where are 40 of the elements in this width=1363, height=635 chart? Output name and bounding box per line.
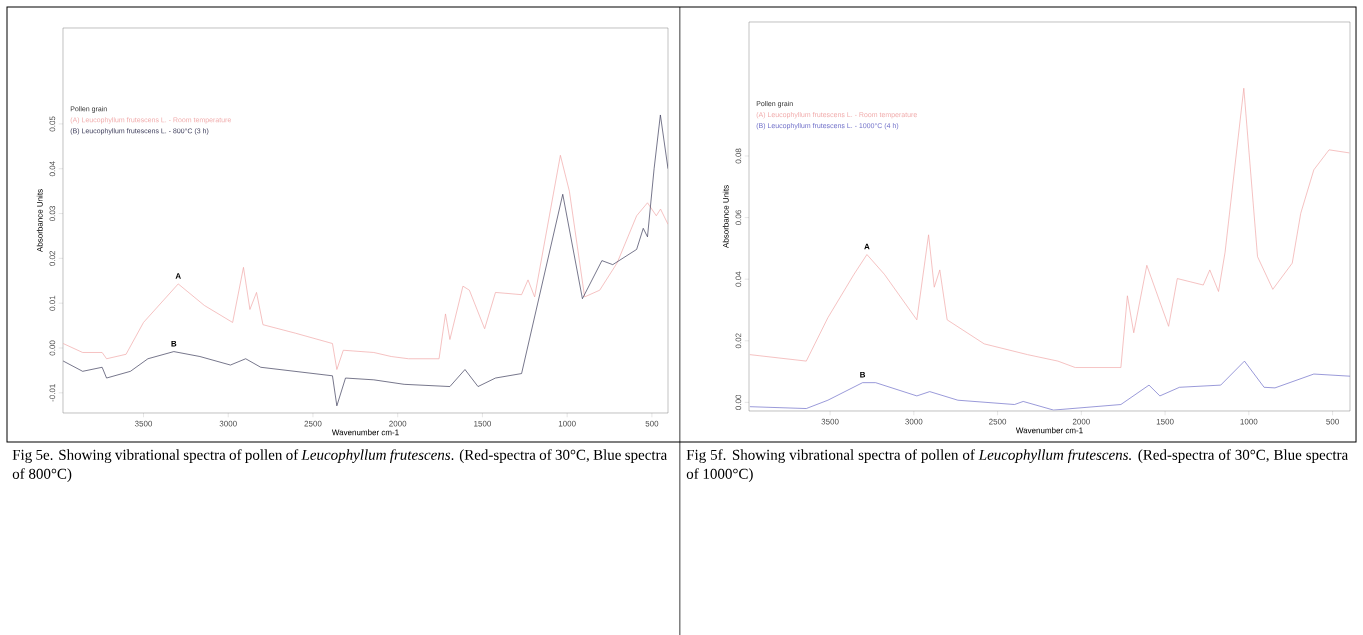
x-axis-title: Wavenumber cm-1 [1015, 427, 1083, 434]
y-tick-label: 0.05 [49, 116, 56, 132]
x-tick-label: 2500 [989, 418, 1007, 425]
y-tick-label: 0.02 [735, 333, 742, 349]
y-tick-label: 0.00 [49, 340, 56, 356]
y-tick-label: 0.03 [49, 206, 56, 222]
y-tick-label: 0.08 [735, 148, 742, 164]
y-tick-label: -0.01 [49, 384, 56, 402]
x-tick-label: 3000 [905, 418, 923, 425]
line-series [749, 87, 1350, 368]
x-tick-label: 3500 [821, 418, 839, 425]
x-tick-label: 500 [645, 420, 659, 427]
x-tick-label: 1500 [474, 420, 492, 427]
x-tick-label: 2500 [304, 420, 322, 427]
x-tick-label: 500 [1326, 418, 1339, 425]
text: Fig 5e. Showing vibrational spectra of pollen of Leucophyllum frutescens. (Red-spectra of 30°C, Blue spectra of 800°C) [12, 449, 667, 482]
y-tick-label: 0.04 [735, 271, 742, 287]
x-tick-label: 3500 [134, 420, 153, 427]
y-tick-label: 0.02 [49, 250, 56, 266]
y-axis-title: Absorbance Units [36, 189, 43, 253]
x-axis-title: Wavenumber cm-1 [331, 429, 399, 436]
y-tick-label: 0.06 [735, 210, 742, 226]
x-tick-label: 3000 [219, 420, 237, 427]
line-series [62, 114, 668, 407]
annotation: A [864, 243, 870, 250]
text: Fig 5f. Showing vibrational spectra of pollen of Leucophyllum frutescens. (Red-spectra of 30°C, Blue spectra of 1000°C) [686, 449, 1348, 482]
line-series [749, 360, 1351, 411]
x-tick-label: 2000 [1072, 418, 1090, 425]
x-tick-label: 1000 [558, 420, 576, 427]
annotation: A [175, 273, 181, 279]
y-tick-label: 0.01 [49, 295, 56, 311]
annotation: B [860, 371, 866, 378]
y-tick-label: 0.04 [49, 161, 56, 177]
x-tick-label: 1500 [1156, 418, 1174, 425]
y-axis-title: Absorbance Units [722, 185, 729, 249]
y-tick-label: 0.00 [735, 394, 742, 410]
x-tick-label: 2000 [389, 420, 407, 427]
annotation: B [171, 340, 177, 347]
line-series [62, 154, 668, 370]
x-tick-label: 1000 [1240, 418, 1258, 425]
